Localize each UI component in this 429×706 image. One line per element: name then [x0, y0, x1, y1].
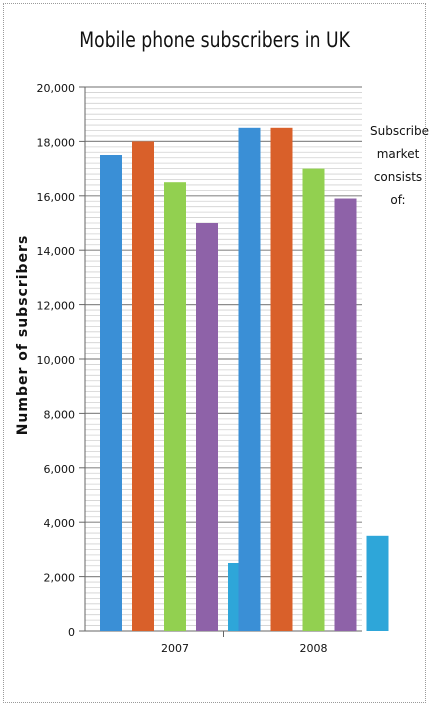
- y-tick-label: 12,000: [37, 300, 76, 313]
- chart-frame: [3, 3, 426, 703]
- y-tick-label: 6,000: [44, 463, 76, 476]
- y-tick-label: 2,000: [44, 572, 76, 585]
- legend: Subscriber market consists of: VodafoneO…: [360, 120, 429, 212]
- bar-t-mobile-2008: [302, 168, 325, 631]
- y-tick-label: 10,000: [37, 354, 76, 367]
- y-tick-label: 20,000: [37, 82, 76, 95]
- y-tick-label: 18,000: [37, 136, 76, 149]
- legend-title: Subscriber market consists of:: [370, 124, 429, 207]
- bar-o2-2007: [132, 141, 154, 631]
- y-tick-label: 0: [68, 626, 75, 639]
- bar-3-uk-2008: [366, 535, 389, 631]
- chart-title: Mobile phone subscribers in UK: [79, 28, 350, 52]
- bar-o2-2008: [270, 127, 293, 632]
- bar-t-mobile-2007: [164, 182, 186, 631]
- bar-orange-2007: [196, 223, 218, 631]
- y-tick-label: 8,000: [44, 408, 76, 421]
- bar-vodafone-2007: [100, 155, 122, 631]
- x-tick-label: 2008: [300, 642, 328, 655]
- y-tick-label: 4,000: [44, 517, 76, 530]
- bar-orange-2008: [334, 198, 357, 631]
- x-tick-label: 2007: [161, 642, 189, 655]
- y-tick-label: 14,000: [37, 245, 76, 258]
- bar-vodafone-2008: [238, 127, 261, 632]
- y-tick-label: 16,000: [37, 191, 76, 204]
